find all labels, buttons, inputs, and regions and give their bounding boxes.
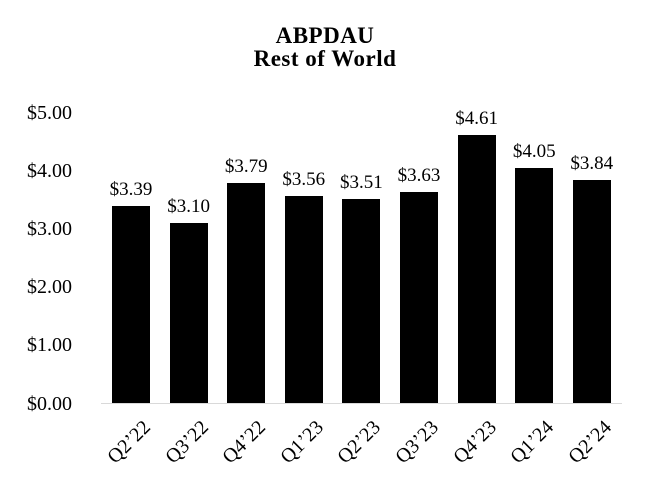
x-axis-line — [101, 403, 622, 404]
y-axis-tick-label: $5.00 — [27, 101, 72, 124]
x-axis-label: Q4’23 — [448, 416, 501, 468]
x-axis-label: Q2’23 — [333, 416, 386, 468]
bar — [284, 196, 323, 404]
x-axis-label: Q3’23 — [391, 416, 443, 468]
bar — [227, 182, 266, 404]
bar-value-label: $3.84 — [570, 153, 614, 174]
bar — [515, 167, 554, 404]
bar-value-label: $3.51 — [340, 172, 383, 194]
y-axis-tick-label: $3.00 — [27, 217, 72, 240]
bar — [400, 192, 438, 404]
bar — [342, 199, 381, 404]
y-axis-tick-label: $0.00 — [27, 392, 72, 415]
x-axis-label: Q4’22 — [218, 416, 271, 468]
x-axis-label: Q3’22 — [160, 416, 213, 468]
x-axis-label: Q1’23 — [275, 416, 328, 468]
chart-title-block: ABPDAU Rest of World — [0, 24, 650, 70]
chart-title: ABPDAU — [275, 23, 375, 48]
bar — [112, 206, 150, 404]
y-axis-tick-label: $4.00 — [27, 159, 72, 182]
bar — [572, 180, 611, 404]
bar — [457, 135, 496, 404]
bar-value-label: $4.61 — [455, 108, 498, 130]
bar-value-label: $3.39 — [109, 179, 153, 201]
chart-subtitle: Rest of World — [253, 46, 397, 71]
bar-value-label: $3.10 — [167, 196, 210, 218]
x-axis-label: Q2’24 — [563, 416, 616, 468]
bar — [169, 223, 208, 404]
y-axis-tick-label: $1.00 — [27, 334, 72, 357]
bar-value-label: $4.05 — [512, 140, 556, 162]
bar-value-label: $3.63 — [397, 165, 441, 187]
bar-value-label: $3.56 — [282, 169, 326, 191]
bar-value-label: $3.79 — [224, 155, 268, 177]
y-axis-tick-label: $2.00 — [27, 276, 72, 299]
x-axis-label: Q2’22 — [103, 416, 155, 468]
x-axis-label: Q1’24 — [506, 416, 559, 468]
